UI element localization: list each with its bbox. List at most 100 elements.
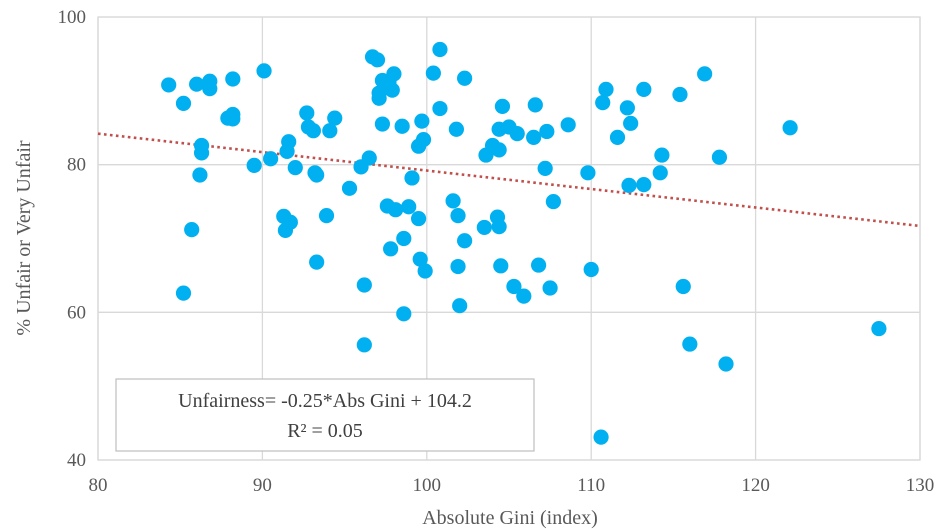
data-point [560, 117, 576, 133]
data-point [356, 277, 372, 293]
data-point [652, 165, 668, 181]
data-point [445, 193, 461, 209]
data-point [509, 126, 525, 142]
data-point [542, 280, 558, 296]
data-point [623, 115, 639, 131]
data-point [161, 77, 177, 93]
data-point [263, 151, 279, 167]
x-tick-label: 110 [577, 475, 605, 496]
data-point [619, 100, 635, 116]
data-point [682, 336, 698, 352]
data-point [697, 66, 713, 82]
data-point [374, 116, 391, 132]
equation-box-frame [115, 378, 535, 452]
data-point [593, 429, 609, 445]
data-point [184, 222, 200, 238]
data-point [491, 142, 507, 158]
data-point [401, 199, 417, 215]
data-point [545, 193, 561, 210]
data-point [305, 123, 321, 139]
data-point [246, 157, 262, 174]
data-point [583, 261, 599, 278]
data-point [718, 356, 734, 372]
data-point [309, 254, 325, 270]
data-point [327, 110, 343, 126]
data-point [526, 129, 542, 145]
data-point [493, 258, 509, 274]
data-point [491, 219, 507, 235]
y-tick-label: 100 [58, 7, 87, 28]
data-point [341, 180, 358, 196]
data-point [415, 131, 432, 148]
y-axis-title: % Unfair or Very Unfair [13, 140, 35, 335]
data-point [369, 52, 386, 68]
y-tick-label: 40 [67, 450, 86, 471]
data-point [636, 81, 652, 97]
data-point [322, 123, 338, 139]
data-point [621, 177, 637, 193]
data-points [161, 41, 887, 445]
y-axis-tick-labels: 40 60 80 100 [58, 7, 87, 471]
data-point [672, 86, 688, 103]
x-tick-label: 100 [413, 475, 442, 496]
data-point [287, 160, 303, 176]
data-point [675, 278, 691, 295]
data-point [412, 251, 428, 267]
data-point [383, 241, 399, 257]
data-point [202, 81, 218, 97]
data-point [361, 150, 377, 166]
data-point [609, 129, 626, 145]
data-point [494, 98, 511, 114]
data-point [432, 41, 448, 58]
data-point [527, 97, 543, 113]
data-point [598, 81, 614, 97]
data-point [450, 208, 466, 224]
data-point [530, 257, 547, 273]
data-point [396, 306, 412, 322]
data-point [654, 147, 670, 163]
data-point [299, 105, 315, 121]
data-point [386, 66, 402, 82]
data-point [452, 298, 468, 314]
data-point [387, 202, 404, 218]
data-point [394, 118, 410, 134]
trendline-equation: Unfairness= -0.25*Abs Gini + 104.2 [178, 390, 472, 412]
data-point [580, 165, 596, 181]
trendline-group [97, 132, 921, 228]
data-point [414, 113, 430, 129]
data-point [506, 278, 522, 295]
data-point [432, 100, 448, 117]
x-axis-title: Absolute Gini (index) [422, 507, 598, 529]
data-point [450, 258, 466, 275]
data-point [193, 145, 210, 161]
data-point [384, 82, 400, 98]
data-point [448, 121, 464, 137]
data-point [539, 123, 555, 140]
x-tick-label: 80 [89, 475, 108, 496]
data-point [192, 167, 208, 183]
x-tick-label: 130 [906, 475, 935, 496]
data-point [636, 177, 652, 193]
x-tick-label: 90 [253, 475, 272, 496]
r-squared-label: R² = 0.05 [287, 420, 363, 442]
data-point [516, 288, 532, 304]
data-point [225, 71, 241, 87]
data-point [417, 263, 433, 279]
y-tick-label: 80 [67, 155, 86, 176]
equation-box: Unfairness= -0.25*Abs Gini + 104.2 R² = … [115, 378, 535, 452]
data-point [410, 210, 427, 227]
x-axis-tick-labels: 80 90 100 110 120 130 [89, 475, 935, 496]
data-point [457, 70, 473, 86]
data-point [175, 95, 192, 111]
data-point [404, 170, 420, 186]
trendline [97, 132, 921, 228]
data-point [256, 63, 272, 79]
y-tick-label: 60 [67, 302, 86, 323]
data-point [396, 230, 412, 247]
data-point [189, 76, 205, 92]
data-point [711, 149, 728, 165]
data-point [279, 143, 295, 159]
data-point [871, 320, 887, 337]
data-point [476, 219, 492, 236]
